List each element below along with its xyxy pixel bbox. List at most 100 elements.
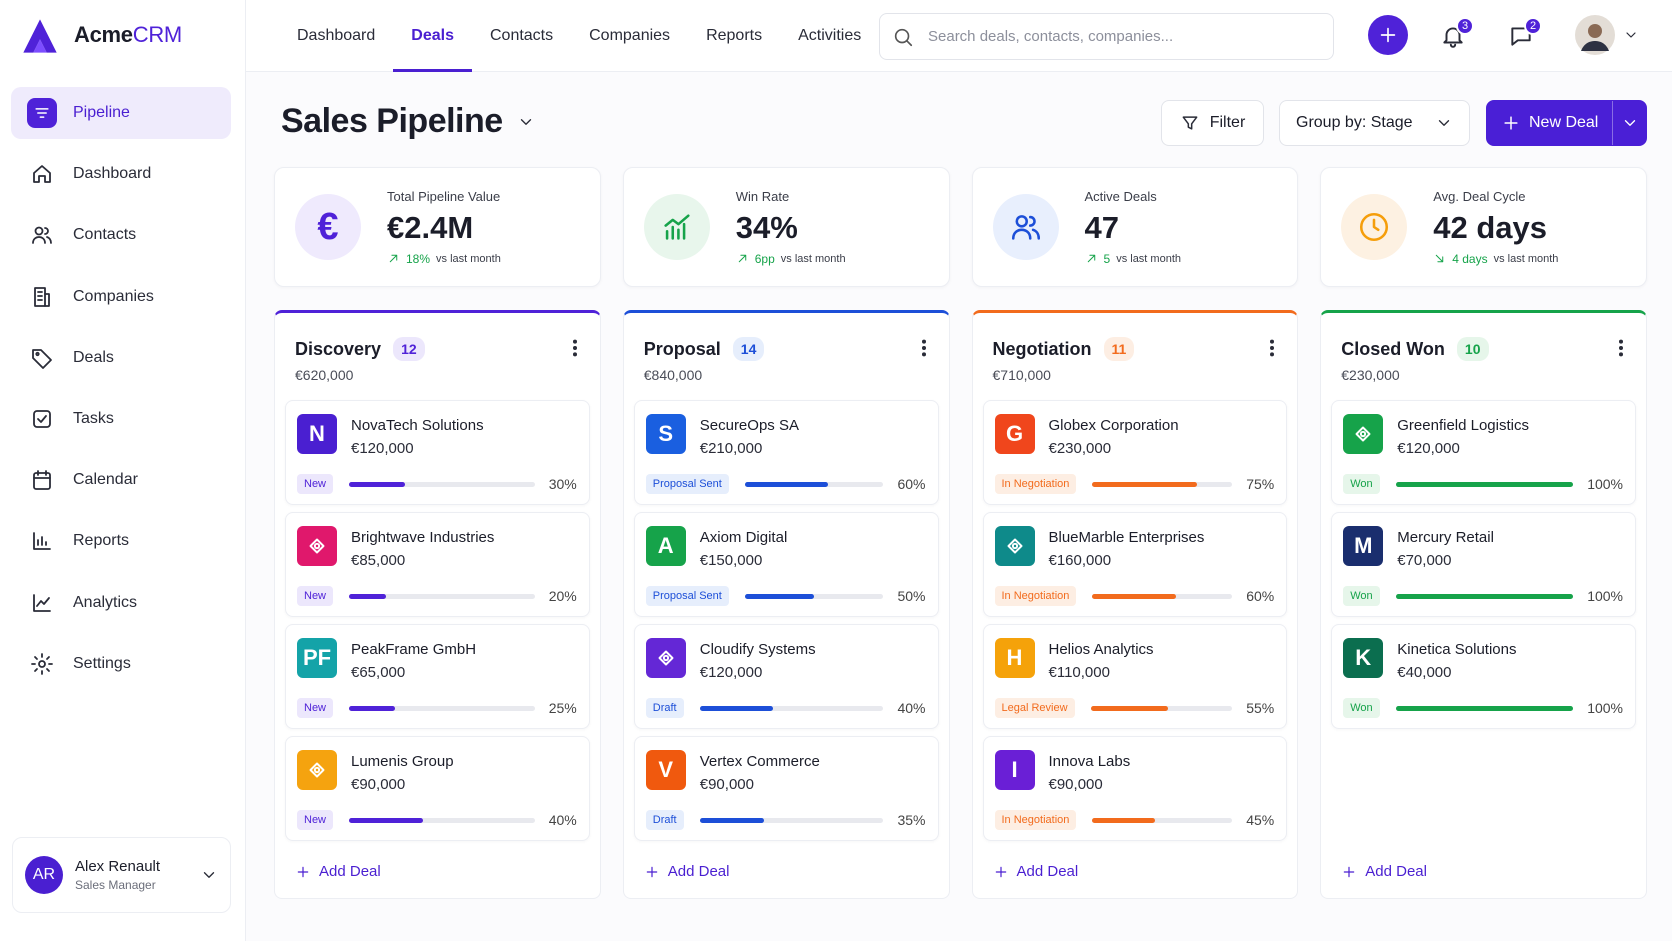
deal-amount: €90,000 bbox=[1048, 776, 1103, 793]
company-logo: I bbox=[994, 750, 1035, 790]
nav-item[interactable]: Tasks bbox=[11, 393, 231, 445]
user-role: Sales Manager bbox=[75, 878, 156, 892]
deal-amount: €65,000 bbox=[351, 664, 406, 681]
nav-item[interactable]: Settings bbox=[11, 638, 231, 690]
progress-fill bbox=[699, 705, 774, 711]
add-deal-button[interactable]: Add Deal bbox=[644, 863, 729, 880]
deal-progress-row: Legal Review 55% bbox=[994, 697, 1274, 719]
deal-card[interactable]: A Axiom Digital €150,000 Proposal Sent 50% bbox=[633, 512, 939, 617]
icon bbox=[297, 866, 309, 877]
company-name: PeakFrame GmbH bbox=[351, 641, 477, 658]
icon bbox=[1182, 116, 1198, 130]
brand-suffix: CRM bbox=[132, 22, 183, 47]
progress-percent: 60% bbox=[897, 476, 926, 492]
deal-card[interactable]: Lumenis Group €90,000 New 40% bbox=[285, 736, 590, 841]
nav-item[interactable]: Contacts bbox=[11, 209, 231, 261]
add-deal-label: Add Deal bbox=[1365, 863, 1427, 880]
deal-card[interactable]: Greenfield Logistics €120,000 Won 100% bbox=[1331, 400, 1636, 505]
deal-card[interactable]: G Globex Corporation €230,000 In Negotiatio… bbox=[982, 400, 1288, 505]
add-deal-label: Add Deal bbox=[319, 863, 381, 880]
nav-item[interactable]: Pipeline bbox=[11, 87, 231, 139]
icon bbox=[921, 339, 926, 357]
tab[interactable]: Deals bbox=[393, 0, 472, 72]
tab[interactable]: Companies bbox=[589, 27, 671, 44]
column-menu[interactable] bbox=[913, 337, 935, 364]
progress-fill bbox=[1092, 481, 1198, 487]
kpi-value: 47 bbox=[1084, 209, 1119, 245]
progress-percent: 75% bbox=[1246, 476, 1275, 492]
tab[interactable]: Reports bbox=[706, 27, 763, 44]
nav-item[interactable]: Deals bbox=[11, 332, 231, 384]
icon bbox=[33, 593, 51, 612]
deal-amount: €70,000 bbox=[1397, 552, 1452, 569]
tab[interactable]: Contacts bbox=[489, 27, 554, 44]
create-button[interactable] bbox=[1368, 15, 1408, 55]
nav-item[interactable]: Companies bbox=[11, 271, 231, 323]
column-name: Discovery bbox=[295, 338, 382, 359]
progress-percent: 25% bbox=[548, 700, 577, 716]
deal-amount: €110,000 bbox=[1048, 664, 1110, 681]
kpi-label: Avg. Deal Cycle bbox=[1433, 188, 1526, 204]
nav-label: Dashboard bbox=[73, 165, 152, 183]
progress-track bbox=[699, 817, 884, 823]
progress-track bbox=[1090, 705, 1233, 711]
kpi-delta-note: vs last month bbox=[1116, 252, 1181, 265]
tab[interactable]: Activities bbox=[798, 27, 862, 44]
deal-amount: €120,000 bbox=[1397, 440, 1460, 457]
user-card[interactable]: AR Alex Renault Sales Manager bbox=[12, 837, 231, 913]
icon bbox=[646, 866, 658, 877]
new-deal-button[interactable]: New Deal bbox=[1486, 100, 1647, 146]
progress-track bbox=[349, 705, 535, 711]
nav-icon bbox=[27, 588, 57, 618]
messages-button[interactable]: 2 bbox=[1508, 17, 1542, 49]
deal-card[interactable]: BlueMarble Enterprises €160,000 In Negotia… bbox=[982, 512, 1288, 617]
tab[interactable]: Dashboard bbox=[297, 27, 376, 44]
progress-percent: 45% bbox=[1246, 812, 1275, 828]
company-name: Brightwave Industries bbox=[351, 529, 495, 546]
icon bbox=[33, 410, 51, 428]
group-by-select[interactable]: Group by: Stage bbox=[1279, 100, 1470, 146]
add-deal-button[interactable]: Add Deal bbox=[1341, 863, 1427, 880]
company-logo: S bbox=[645, 414, 686, 454]
nav-item[interactable]: Analytics bbox=[11, 577, 231, 629]
column-menu[interactable] bbox=[1610, 337, 1632, 364]
profile-avatar bbox=[1575, 15, 1615, 55]
add-deal-button[interactable]: Add Deal bbox=[993, 863, 1078, 880]
deal-card[interactable]: V Vertex Commerce €90,000 Draft 35% bbox=[633, 736, 939, 841]
column-menu[interactable] bbox=[1261, 337, 1283, 364]
column-menu[interactable] bbox=[564, 337, 586, 364]
deal-card[interactable]: Cloudify Systems €120,000 Draft 40% bbox=[633, 624, 939, 729]
deal-card[interactable]: S SecureOps SA €210,000 Proposal Sent 60% bbox=[633, 400, 939, 505]
deal-card[interactable]: PF PeakFrame GmbH €65,000 New 25% bbox=[285, 624, 590, 729]
icon bbox=[1624, 120, 1635, 126]
deal-status: Draft bbox=[645, 810, 684, 830]
deal-card[interactable]: H Helios Analytics €110,000 Legal Review 55% bbox=[982, 624, 1288, 729]
trend-arrow bbox=[738, 254, 746, 263]
progress-track bbox=[744, 593, 884, 599]
add-deal-button[interactable]: Add Deal bbox=[295, 863, 381, 880]
deal-progress-row: Won 100% bbox=[1343, 585, 1623, 607]
notifications-button[interactable]: 3 bbox=[1440, 17, 1474, 49]
progress-percent: 60% bbox=[1246, 588, 1275, 604]
filter-button[interactable]: Filter bbox=[1161, 100, 1264, 146]
search-box[interactable]: Search deals, contacts, companies... bbox=[879, 13, 1334, 60]
deal-card[interactable]: N NovaTech Solutions €120,000 New 30% bbox=[285, 400, 590, 505]
deal-card[interactable]: Brightwave Industries €85,000 New 20% bbox=[285, 512, 590, 617]
deal-card[interactable]: M Mercury Retail €70,000 Won 100% bbox=[1331, 512, 1636, 617]
nav-item[interactable]: Reports bbox=[11, 515, 231, 567]
kpi-icon bbox=[643, 194, 710, 260]
progress-percent: 40% bbox=[548, 812, 577, 828]
company-logo bbox=[1343, 414, 1384, 454]
deal-status: Draft bbox=[645, 698, 684, 718]
deal-card[interactable]: K Kinetica Solutions €40,000 Won 100% bbox=[1331, 624, 1636, 729]
deal-amount: €120,000 bbox=[351, 440, 414, 457]
progress-fill bbox=[349, 593, 387, 599]
kpi-delta-value: 4 days bbox=[1452, 251, 1488, 266]
profile-menu[interactable] bbox=[1575, 15, 1639, 55]
nav-item[interactable]: Calendar bbox=[11, 454, 231, 506]
company-name: BlueMarble Enterprises bbox=[1048, 529, 1205, 546]
kpi-label: Total Pipeline Value bbox=[387, 188, 501, 204]
deal-card[interactable]: I Innova Labs €90,000 In Negotiation 45% bbox=[982, 736, 1288, 841]
progress-percent: 100% bbox=[1587, 588, 1623, 604]
nav-item[interactable]: Dashboard bbox=[11, 148, 231, 200]
